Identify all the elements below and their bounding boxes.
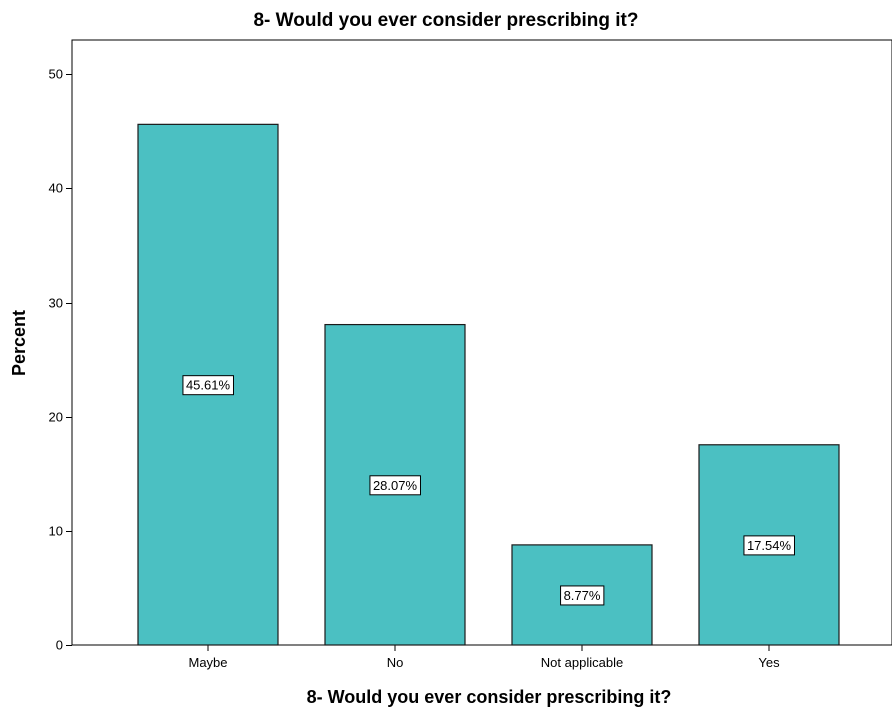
- x-tick-label: No: [387, 655, 404, 670]
- x-axis-title: 8- Would you ever consider prescribing i…: [307, 687, 672, 707]
- x-axis: Maybe No Not applicable Yes: [188, 645, 780, 670]
- data-label-box: [560, 585, 605, 606]
- data-label-text: 28.07%: [373, 478, 418, 493]
- y-tick-label: 50: [49, 67, 63, 82]
- y-tick-label: 30: [49, 296, 63, 311]
- data-label-text: 45.61%: [186, 378, 231, 393]
- data-label: 17.54%: [743, 535, 795, 556]
- data-label: 8.77%: [560, 585, 605, 606]
- data-label: 28.07%: [369, 475, 421, 496]
- x-tick-label: Maybe: [188, 655, 227, 670]
- data-label-box: [743, 535, 795, 556]
- plot-frame: [71, 39, 892, 646]
- data-label-text: 8.77%: [564, 588, 601, 603]
- plot-area: [71, 39, 892, 646]
- bars: [137, 123, 840, 646]
- data-label-box: [182, 375, 234, 396]
- y-axis: 0 10 20 30 40 50: [49, 67, 72, 653]
- y-tick-label: 40: [49, 181, 63, 196]
- y-tick-label: 10: [49, 524, 63, 539]
- x-tick-label: Not applicable: [541, 655, 623, 670]
- chart-title: 8- Would you ever consider prescribing i…: [253, 10, 638, 31]
- data-label: 45.61%: [182, 375, 234, 396]
- x-tick-label: Yes: [758, 655, 780, 670]
- data-labels: 45.61% 28.07% 8.77% 17.54%: [182, 375, 795, 606]
- data-label-text: 17.54%: [747, 538, 792, 553]
- y-tick-label: 20: [49, 410, 63, 425]
- data-label-box: [369, 475, 421, 496]
- y-axis-title: Percent: [9, 310, 29, 376]
- y-tick-label: 0: [56, 638, 63, 653]
